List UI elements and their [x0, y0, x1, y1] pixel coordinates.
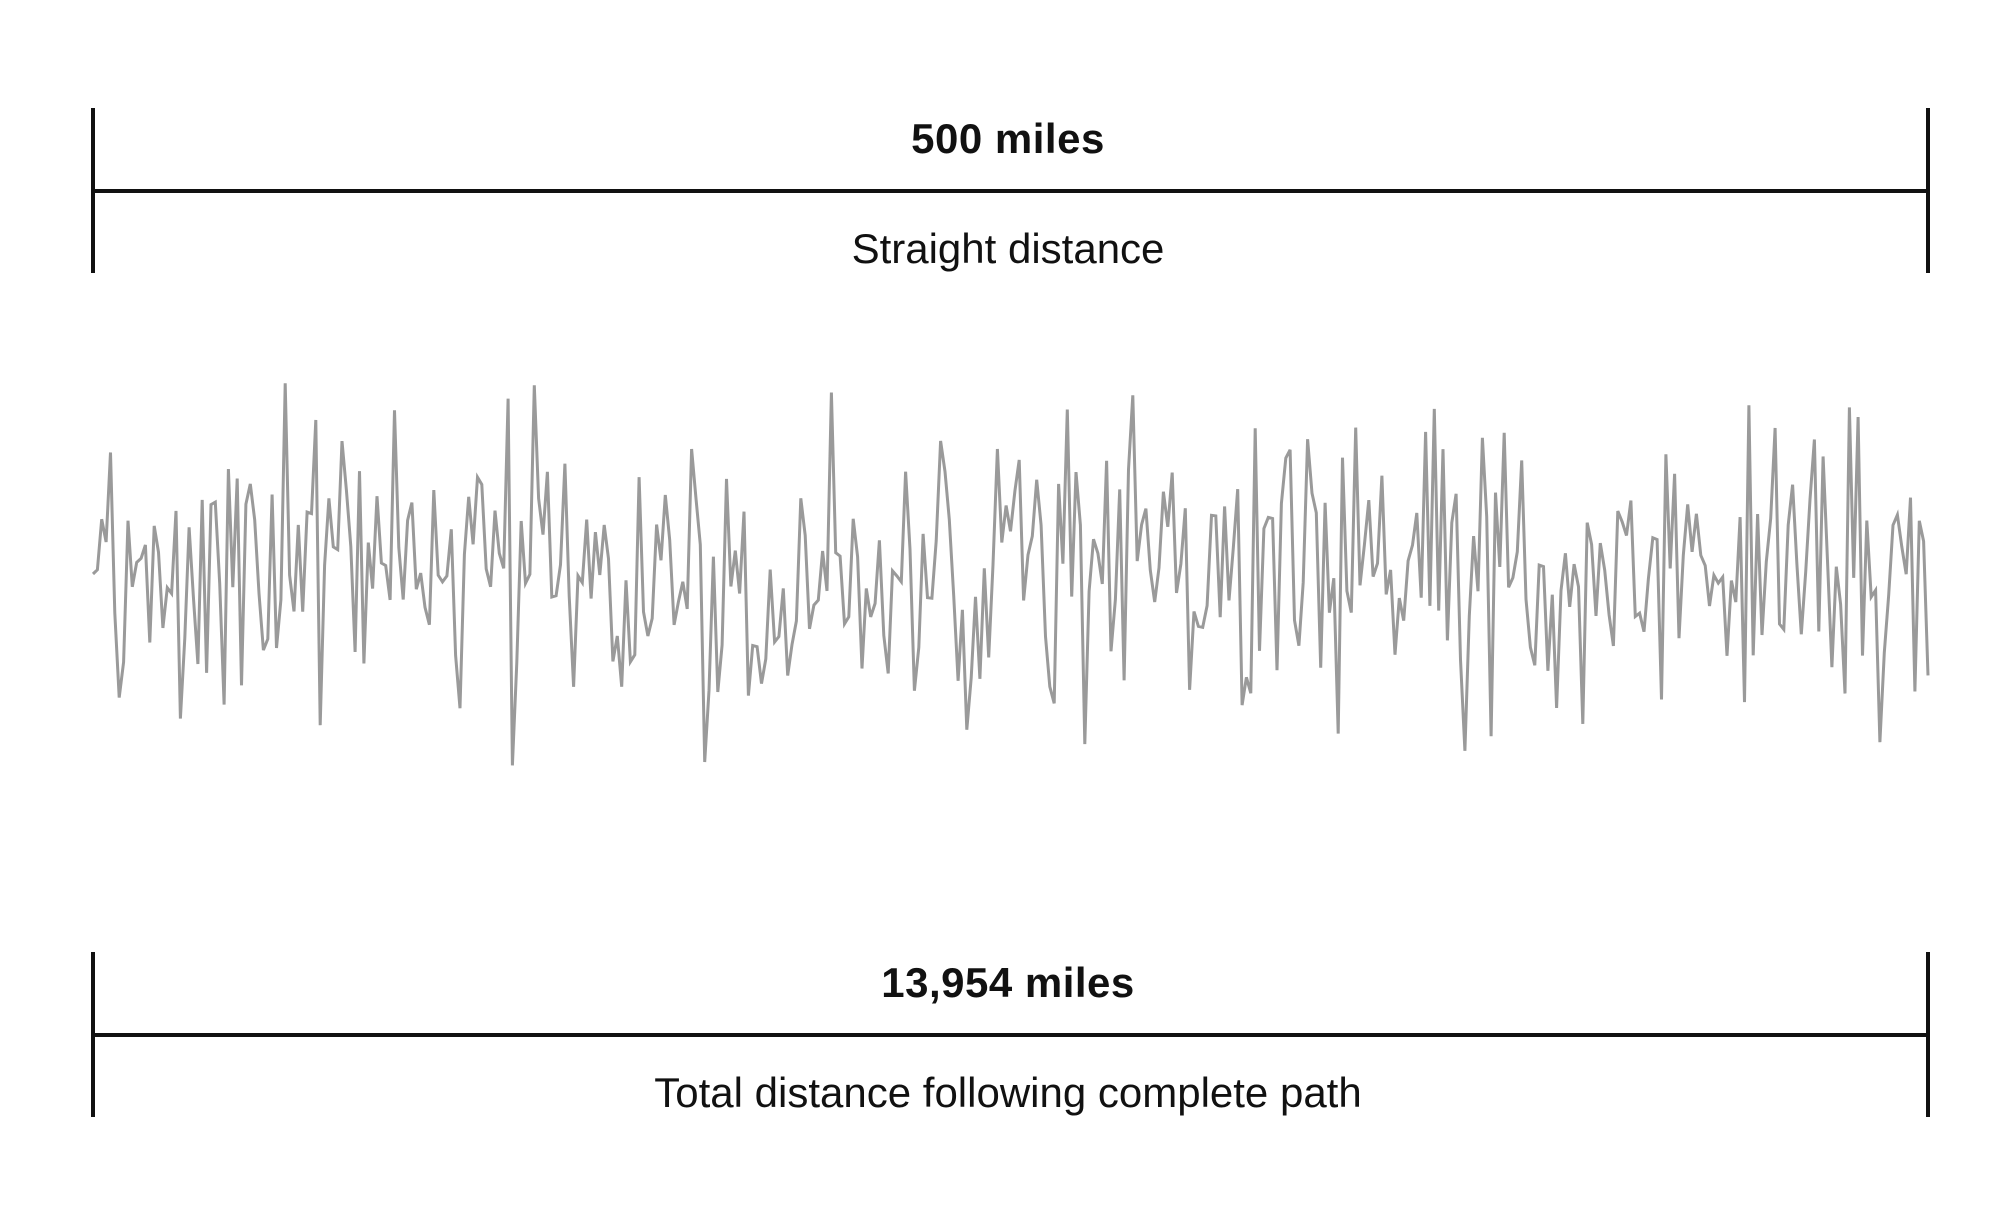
straight-distance-caption: Straight distance	[851, 225, 1165, 272]
jagged-path-line	[91, 383, 1930, 766]
jagged-path	[91, 383, 1930, 766]
total-distance-caption: Total distance following complete path	[654, 1069, 1362, 1116]
straight-distance-measure: 500 miles Straight distance	[0, 0, 2016, 300]
total-distance-rule	[91, 1033, 1930, 1037]
straight-distance-rule	[91, 189, 1930, 193]
total-distance-measure: 13,954 miles Total distance following co…	[0, 940, 2016, 1170]
straight-distance-value: 500 miles	[911, 115, 1105, 162]
total-distance-value: 13,954 miles	[881, 959, 1135, 1006]
